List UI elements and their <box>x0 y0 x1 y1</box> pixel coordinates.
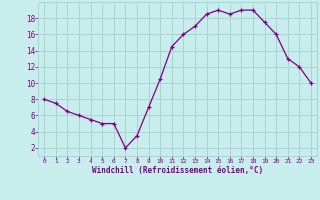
X-axis label: Windchill (Refroidissement éolien,°C): Windchill (Refroidissement éolien,°C) <box>92 166 263 175</box>
